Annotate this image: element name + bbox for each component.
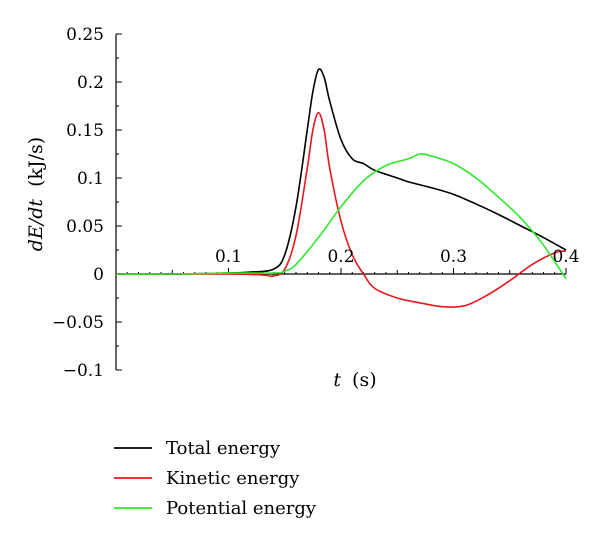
series-line-potential-energy: [115, 153, 567, 280]
x-tick-label: 0.2: [327, 247, 354, 267]
legend: Total energy Kinetic energy Potential ener…: [114, 438, 317, 519]
x-axis-title: t (s): [333, 369, 376, 391]
y-tick-label: −0.05: [52, 313, 104, 333]
series-line-total-energy: [115, 68, 567, 275]
y-axis-title: dE/dt (kJ/s): [25, 137, 47, 251]
y-tick-label: 0.25: [66, 25, 104, 45]
y-tick-label: 0.05: [66, 217, 104, 237]
y-tick-labels: −0.1 −0.05 0 0.05 0.1 0.15 0.2 0.25: [52, 25, 104, 381]
x-tick-labels: 0.1 0.2 0.3 0.4: [215, 247, 580, 267]
x-tick-label: 0.4: [552, 247, 579, 267]
y-tick-label: −0.1: [63, 361, 104, 381]
x-tick-label: 0.1: [215, 247, 242, 267]
y-tick-label: 0.1: [77, 169, 104, 189]
legend-label-kinetic-energy: Kinetic energy: [166, 468, 300, 489]
y-tick-label: 0.2: [77, 73, 104, 93]
y-tick-label: 0.15: [66, 121, 104, 141]
series-line-kinetic-energy: [115, 111, 567, 308]
series-lines: [115, 68, 567, 308]
legend-label-potential-energy: Potential energy: [166, 498, 317, 519]
x-tick-label: 0.3: [440, 247, 467, 267]
legend-label-total-energy: Total energy: [166, 438, 281, 459]
y-tick-group: [116, 33, 122, 371]
y-tick-label: 0: [93, 265, 104, 285]
